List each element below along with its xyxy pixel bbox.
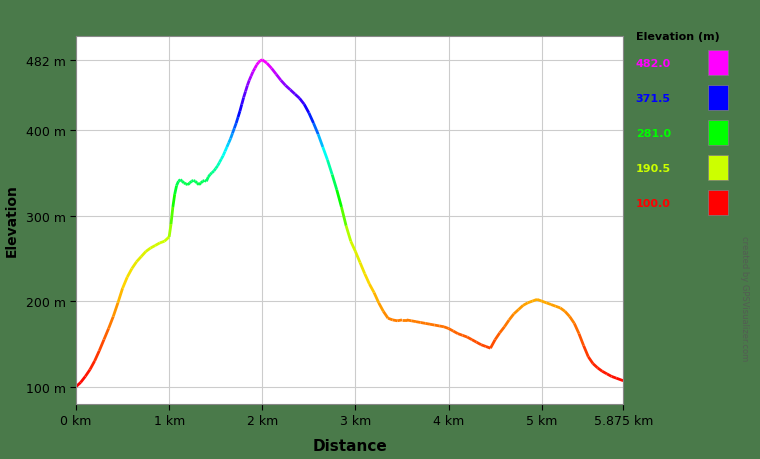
Text: 190.5: 190.5 xyxy=(635,163,671,173)
Bar xyxy=(708,191,727,215)
X-axis label: Distance: Distance xyxy=(312,438,387,453)
Bar xyxy=(708,156,727,180)
Text: 482.0: 482.0 xyxy=(635,59,671,68)
Text: 100.0: 100.0 xyxy=(635,198,670,208)
Text: created by GPSVisualizer.com: created by GPSVisualizer.com xyxy=(739,236,749,361)
Text: Elevation (m): Elevation (m) xyxy=(635,32,720,42)
Y-axis label: Elevation: Elevation xyxy=(5,184,19,257)
Bar xyxy=(708,86,727,111)
Bar xyxy=(708,121,727,146)
Bar xyxy=(708,51,727,76)
Text: 281.0: 281.0 xyxy=(635,129,671,138)
Text: 371.5: 371.5 xyxy=(635,94,671,103)
